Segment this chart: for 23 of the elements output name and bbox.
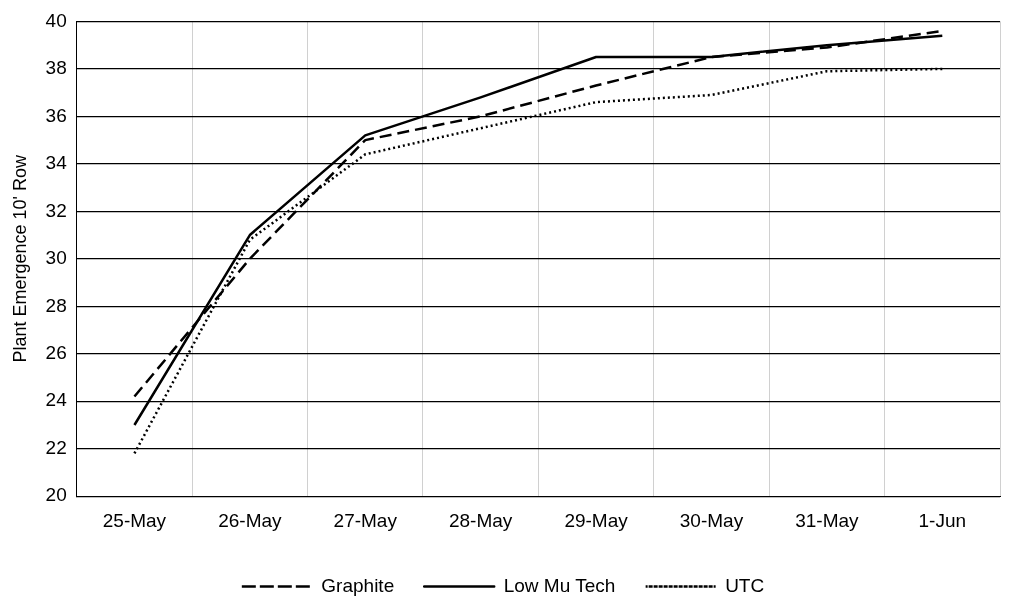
legend-label: UTC [725,574,765,596]
y-tick-label: 28 [45,294,67,316]
x-tick-label: 1-Jun [918,509,967,531]
y-tick-label: 22 [45,436,67,458]
y-tick-label: 24 [45,389,68,411]
y-tick-label: 34 [45,152,68,174]
y-tick-label: 38 [45,57,67,79]
y-tick-label: 26 [45,341,67,363]
y-tick-label: 40 [45,9,67,31]
legend-label: Graphite [321,574,395,596]
x-tick-label: 29-May [564,509,629,531]
x-tick-label: 28-May [448,509,513,531]
y-tick-label: 32 [45,199,67,221]
x-tick-label: 25-May [102,509,167,531]
y-tick-label: 20 [45,484,67,506]
y-axis-title: Plant Emergence 10' Row [9,154,30,363]
y-tick-label: 30 [45,247,67,269]
y-tick-label: 36 [45,104,67,126]
legend-label: Low Mu Tech [503,574,616,596]
x-tick-label: 26-May [218,509,283,531]
x-tick-label: 31-May [795,509,860,531]
x-tick-label: 27-May [333,509,398,531]
x-tick-label: 30-May [679,509,744,531]
